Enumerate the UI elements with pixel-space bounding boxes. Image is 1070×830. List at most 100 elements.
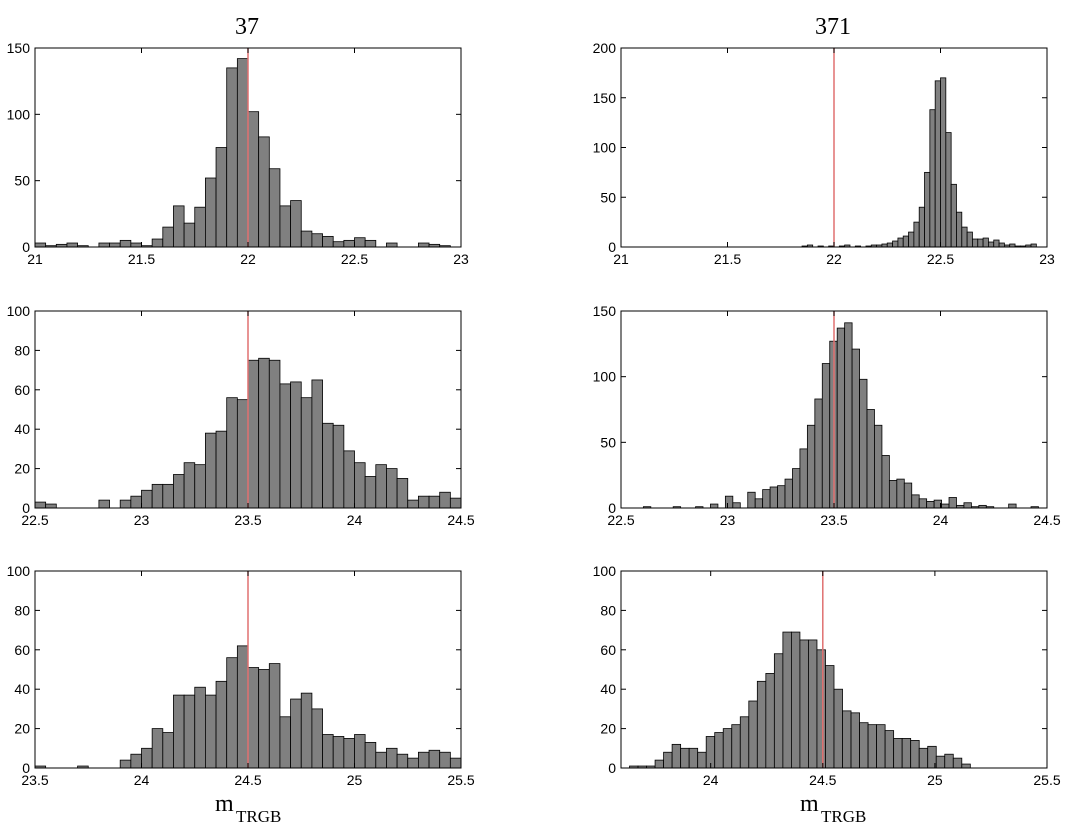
histogram-bar (226, 657, 238, 769)
x-tick-label: 21.5 (714, 251, 741, 267)
y-tick-label: 50 (600, 189, 616, 205)
histogram-bar (918, 206, 925, 248)
histogram-bar (814, 398, 823, 509)
histogram-bar (867, 724, 878, 769)
histogram-bar (654, 759, 665, 769)
histogram-bar (918, 498, 928, 509)
histogram-bar (300, 230, 313, 248)
y-tick-label: 60 (14, 642, 30, 658)
x-tick-label: 23 (1039, 251, 1055, 267)
histogram-bar (950, 183, 957, 248)
histogram-bar (782, 631, 792, 769)
histogram-bar (902, 235, 909, 248)
x-tick-label: 25.5 (447, 772, 474, 788)
x-tick-label: 21 (613, 251, 629, 267)
histogram-bar (417, 495, 430, 509)
y-tick-label: 100 (593, 563, 617, 579)
x-tick-label: 24 (933, 512, 949, 528)
histogram-bar (762, 489, 771, 509)
histogram-bar (119, 499, 132, 509)
histogram-bar (961, 226, 968, 248)
histogram-bar (874, 424, 883, 509)
y-tick-label: 60 (14, 382, 30, 398)
histogram-bar (194, 686, 206, 769)
histogram-bar (407, 499, 419, 509)
x-tick-label: 25.5 (1033, 772, 1060, 788)
histogram-bar (714, 732, 724, 769)
histogram-bar (417, 751, 430, 769)
histogram-bar (773, 653, 784, 769)
histogram-bar (993, 239, 1000, 248)
histogram-bar (888, 480, 898, 509)
histogram-bar (34, 501, 47, 509)
histogram-bar (364, 239, 377, 248)
histogram-bar (428, 749, 441, 769)
histogram-bar (732, 502, 741, 509)
histogram-bar (300, 397, 313, 509)
histogram-bar (332, 241, 345, 248)
y-tick-label: 0 (608, 500, 616, 516)
histogram-bar (816, 649, 826, 769)
histogram-bar (739, 716, 750, 769)
histogram-bar (183, 462, 196, 509)
histogram-bar (119, 239, 132, 248)
histogram-bar (386, 747, 398, 769)
histogram-bar (417, 242, 430, 248)
histogram-bar (258, 136, 270, 248)
histogram-bar (449, 757, 462, 769)
histogram-bar (183, 222, 196, 248)
histogram-bar (850, 712, 860, 769)
histogram-bar (859, 378, 868, 509)
histogram-bar (924, 171, 931, 248)
histogram-bar (784, 478, 793, 509)
histogram-bar (680, 747, 690, 769)
y-tick-label: 100 (593, 369, 617, 385)
histogram-bar (268, 663, 281, 769)
histogram-bar (386, 242, 398, 248)
histogram-bar (428, 495, 441, 509)
histogram-bar (322, 734, 334, 769)
histogram-bar (332, 424, 345, 509)
histogram-bar (908, 231, 915, 248)
histogram-bar (396, 753, 409, 769)
histogram-bar (247, 667, 260, 769)
histogram-bar (859, 722, 869, 769)
x-tick-label: 22.5 (341, 251, 368, 267)
histogram-bar (934, 80, 941, 248)
histogram-bar (162, 226, 174, 248)
histogram-bar (236, 399, 249, 509)
x-axis-label-right: m TRGB (800, 791, 866, 826)
x-tick-label: 24.5 (234, 772, 261, 788)
histogram-bar (731, 724, 741, 769)
histogram-bar (162, 483, 174, 509)
histogram-bar (842, 710, 852, 769)
histogram-bar (226, 397, 238, 509)
histogram-bar (956, 211, 963, 248)
y-tick-label: 20 (600, 721, 616, 737)
x-label-main: m (800, 791, 819, 817)
x-tick-label: 25 (347, 772, 363, 788)
histogram-bar (268, 359, 281, 509)
histogram-bar (279, 716, 292, 769)
x-label-main: m (215, 791, 234, 817)
histogram-bar (194, 464, 206, 509)
x-tick-label: 23 (453, 251, 469, 267)
x-tick-label: 24.5 (809, 772, 836, 788)
histogram-bar (966, 231, 973, 248)
histogram-bar (66, 242, 78, 248)
histogram-bar (952, 757, 963, 769)
histogram-bar (926, 501, 935, 509)
y-tick-label: 0 (22, 500, 30, 516)
x-tick-label: 22 (826, 251, 842, 267)
histogram-bar (439, 751, 451, 769)
x-tick-label: 23 (134, 512, 150, 528)
histogram-bar (896, 478, 905, 509)
histogram-bar (279, 383, 292, 509)
histogram-bar (215, 430, 228, 509)
x-tick-label: 25 (927, 772, 943, 788)
histogram-bar (748, 700, 758, 769)
histogram-bar (386, 468, 398, 509)
panel-row2-col1: 22.5 23 23.5 24 24.5 0 20 40 60 80 100 (7, 303, 475, 528)
x-tick-label: 24 (134, 772, 150, 788)
histogram-bar (109, 242, 121, 248)
